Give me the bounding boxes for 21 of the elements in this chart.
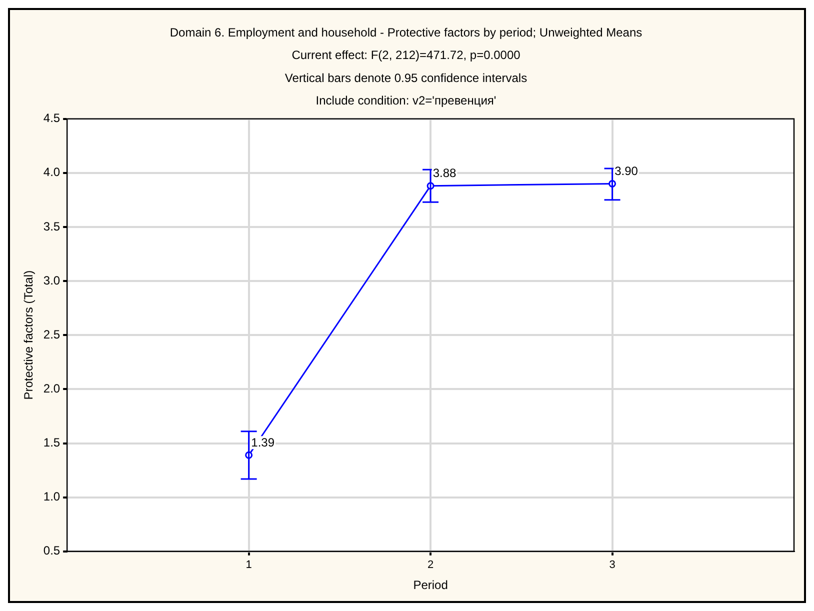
y-tick-label: 4.0 xyxy=(43,165,60,180)
data-label: 3.90 xyxy=(614,164,638,178)
y-axis-title: Protective factors (Total) xyxy=(22,270,36,400)
y-tick-label: 2.5 xyxy=(43,327,60,342)
x-tick-label: 3 xyxy=(609,559,616,572)
y-tick-label: 4.5 xyxy=(43,111,60,126)
x-axis-title: Period xyxy=(413,578,448,592)
chart-subtitle: Current effect: F(2, 212)=471.72, p=0.0000 xyxy=(292,48,521,62)
chart-title: Domain 6. Employment and household - Protective factors by period; Unweighted Means xyxy=(170,26,642,40)
y-tick-label: 0.5 xyxy=(43,544,60,558)
y-tick-label: 1.5 xyxy=(43,436,60,450)
text: Vertical bars denote 0.95 confidence intervals xyxy=(284,70,528,85)
data-label: 3.88 xyxy=(432,166,457,180)
y-tick-label: 3.0 xyxy=(43,273,60,288)
y-tick-label: 1.0 xyxy=(43,490,60,504)
data-label: 1.39 xyxy=(251,435,275,450)
text: Include condition: v2='превенция' xyxy=(316,94,496,108)
x-tick-label: 1 xyxy=(246,559,252,572)
y-tick-label: 2.0 xyxy=(43,381,60,396)
x-tick-label: 2 xyxy=(427,559,434,572)
y-tick-label: 3.5 xyxy=(43,219,60,234)
